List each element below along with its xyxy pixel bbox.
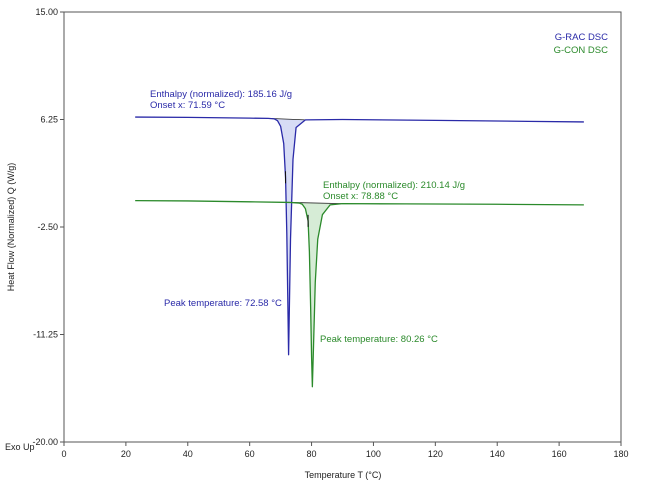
series-line-g-con (135, 199, 584, 388)
series-line-g-rac (135, 116, 584, 356)
x-tick-label: 20 (121, 449, 131, 459)
y-tick-label: -11.25 (33, 330, 58, 340)
y-axis-title: Heat Flow (Normalized) Q (W/g) (6, 163, 16, 292)
x-tick-label: 0 (61, 449, 66, 459)
g-con-peak-label: Peak temperature: 80.26 °C (320, 334, 438, 345)
x-tick-label: 180 (613, 449, 628, 459)
g-rac-peak-label: Peak temperature: 72.58 °C (164, 298, 282, 309)
g-con-onset-label: Onset x: 78.88 °C (323, 191, 398, 202)
y-tick-label: -2.50 (37, 222, 58, 232)
x-tick-label: 80 (307, 449, 317, 459)
x-tick-label: 160 (552, 449, 567, 459)
legend-entry-g-con: G-CON DSC (554, 45, 609, 56)
peak-area-fill (268, 118, 306, 355)
x-tick-label: 40 (183, 449, 193, 459)
g-con-enthalpy-label: Enthalpy (normalized): 210.14 J/g (323, 180, 465, 191)
plot-frame (63, 11, 622, 443)
y-tick-label: 15.00 (35, 7, 58, 17)
g-rac-onset-label: Onset x: 71.59 °C (150, 100, 225, 111)
y-tick-label: -20.00 (32, 437, 58, 447)
exo-up-label: Exo Up (5, 442, 35, 452)
x-tick-label: 60 (245, 449, 255, 459)
legend-entry-g-rac: G-RAC DSC (555, 32, 608, 43)
g-rac-enthalpy-label: Enthalpy (normalized): 185.16 J/g (150, 89, 292, 100)
x-tick-label: 100 (366, 449, 381, 459)
y-tick-label: 6.25 (40, 115, 58, 125)
x-tick-label: 140 (490, 449, 505, 459)
x-tick-label: 120 (428, 449, 443, 459)
peak-area-fill (289, 202, 343, 387)
x-axis-title: Temperature T (°C) (305, 470, 382, 480)
